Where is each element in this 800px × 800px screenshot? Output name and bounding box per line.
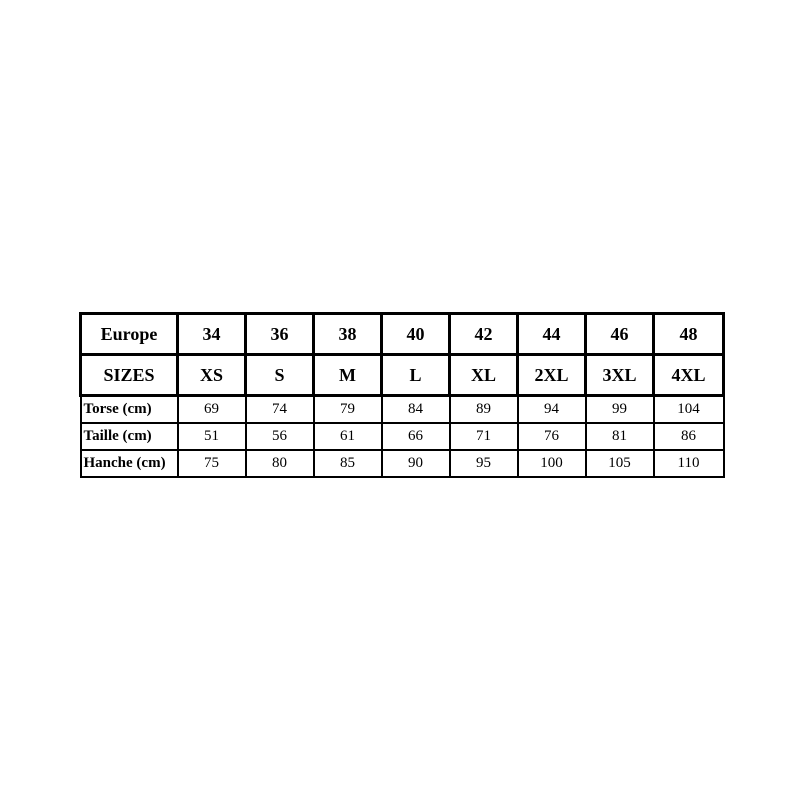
letter-size-row: SIZES XS S M L XL 2XL 3XL 4XL [79, 353, 725, 397]
table-cell: 105 [584, 449, 655, 478]
table-cell: 80 [244, 449, 315, 478]
table-cell: 61 [312, 422, 383, 451]
table-cell: 74 [244, 394, 315, 424]
table-cell: M [312, 353, 383, 397]
table-cell: 51 [176, 422, 247, 451]
table-cell: 95 [448, 449, 519, 478]
table-cell: 69 [176, 394, 247, 424]
table-cell: 100 [516, 449, 587, 478]
table-cell: 79 [312, 394, 383, 424]
table-cell: 42 [448, 312, 519, 356]
table-cell: 104 [652, 394, 725, 424]
row-label: Torse (cm) [79, 394, 179, 424]
table-cell: 40 [380, 312, 451, 356]
table-cell: 48 [652, 312, 725, 356]
table-cell: 36 [244, 312, 315, 356]
europe-size-row: Europe 34 36 38 40 42 44 46 48 [79, 312, 725, 356]
measurement-row: Hanche (cm) 75 80 85 90 95 100 105 110 [79, 449, 725, 478]
table-cell: XL [448, 353, 519, 397]
table-cell: 89 [448, 394, 519, 424]
table-cell: 46 [584, 312, 655, 356]
table-cell: L [380, 353, 451, 397]
table-cell: S [244, 353, 315, 397]
size-chart-table: Europe 34 36 38 40 42 44 46 48 SIZES XS S M L XL 2XL 3XL… [79, 312, 725, 478]
table-cell: 90 [380, 449, 451, 478]
table-cell: 66 [380, 422, 451, 451]
table-cell: 3XL [584, 353, 655, 397]
table-cell: 44 [516, 312, 587, 356]
table-cell: 71 [448, 422, 519, 451]
table-cell: 2XL [516, 353, 587, 397]
row-label: Hanche (cm) [79, 449, 179, 478]
measurement-row: Taille (cm) 51 56 61 66 71 76 81 86 [79, 422, 725, 451]
table-cell: 38 [312, 312, 383, 356]
measurement-row: Torse (cm) 69 74 79 84 89 94 99 104 [79, 394, 725, 424]
table-cell: 75 [176, 449, 247, 478]
table-cell: 86 [652, 422, 725, 451]
table-cell: 76 [516, 422, 587, 451]
row-label: Taille (cm) [79, 422, 179, 451]
table-cell: XS [176, 353, 247, 397]
table-cell: 94 [516, 394, 587, 424]
row-label: SIZES [79, 353, 179, 397]
table-cell: 110 [652, 449, 725, 478]
table-cell: 81 [584, 422, 655, 451]
table-cell: 84 [380, 394, 451, 424]
table-cell: 56 [244, 422, 315, 451]
table-cell: 85 [312, 449, 383, 478]
table-cell: 99 [584, 394, 655, 424]
table-cell: 34 [176, 312, 247, 356]
row-label: Europe [79, 312, 179, 356]
table-cell: 4XL [652, 353, 725, 397]
